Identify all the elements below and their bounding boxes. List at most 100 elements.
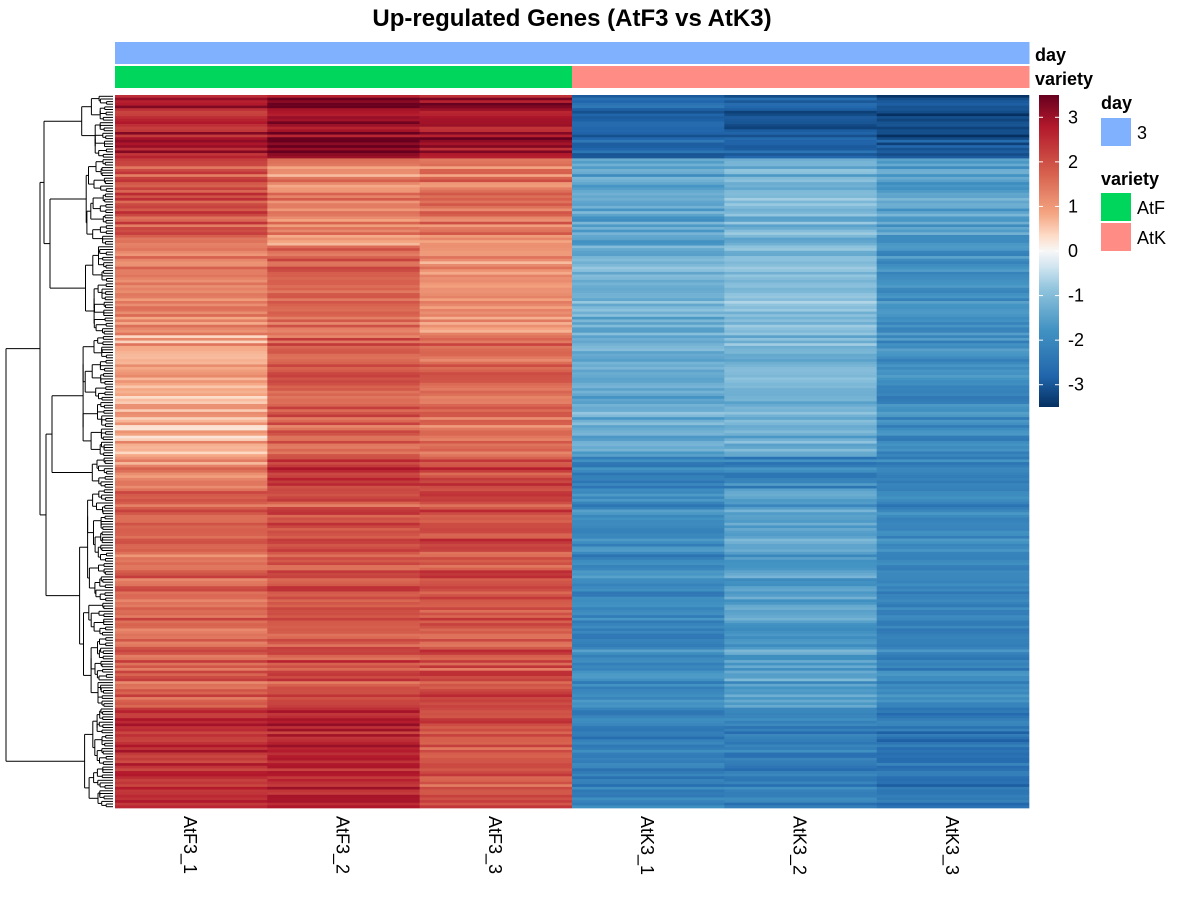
heatmap-cell: [572, 256, 725, 260]
heatmap-cell: [724, 256, 877, 260]
heatmap-cell: [572, 652, 725, 656]
heatmap-cell: [876, 509, 1030, 513]
heatmap-cell: [572, 197, 725, 201]
heatmap-cell: [419, 340, 573, 344]
heatmap-cell: [572, 293, 725, 297]
heatmap-cell: [115, 139, 268, 143]
heatmap-cell: [572, 784, 725, 788]
heatmap-cell: [267, 398, 420, 402]
heatmap-cell: [724, 300, 877, 304]
heatmap-cell: [267, 609, 420, 613]
heatmap-cell: [724, 174, 877, 178]
heatmap-cell: [419, 483, 573, 487]
heatmap-cell: [876, 705, 1030, 708]
heatmap-cell: [419, 522, 573, 526]
heatmap-cell: [876, 781, 1030, 785]
heatmap-cell: [876, 755, 1030, 759]
heatmap-cell: [115, 285, 268, 289]
heatmap-cell: [115, 274, 268, 278]
heatmap-cell: [724, 525, 877, 529]
heatmap-cell: [419, 496, 573, 500]
heatmap-cell: [572, 565, 725, 569]
heatmap-cell: [876, 707, 1030, 711]
heatmap-cell: [115, 689, 268, 693]
heatmap-cell: [267, 113, 420, 117]
heatmap-cell: [419, 673, 573, 677]
heatmap-cell: [419, 261, 573, 265]
heatmap-cell: [876, 227, 1030, 231]
heatmap-cell: [419, 723, 573, 727]
heatmap-cell: [876, 660, 1030, 664]
heatmap-cell: [267, 369, 420, 373]
heatmap-cell: [419, 345, 573, 349]
heatmap-cell: [724, 129, 877, 133]
heatmap-cell: [572, 697, 725, 701]
heatmap-cell: [876, 499, 1030, 503]
heatmap-cell: [267, 662, 420, 666]
heatmap-cell: [115, 504, 268, 508]
heatmap-cell: [115, 319, 268, 323]
heatmap-cell: [724, 763, 877, 767]
heatmap-cell: [724, 702, 877, 706]
heatmap-cell: [572, 448, 725, 452]
heatmap-cell: [419, 665, 573, 669]
heatmap-cell: [115, 409, 268, 413]
heatmap-cell: [572, 699, 725, 703]
heatmap-cell: [572, 393, 725, 397]
heatmap-cell: [724, 631, 877, 635]
heatmap-cell: [419, 638, 573, 642]
heatmap-cell: [876, 385, 1030, 389]
heatmap-cell: [267, 409, 420, 413]
heatmap-cell: [572, 538, 725, 542]
heatmap-cell: [267, 506, 420, 510]
heatmap-cell: [115, 625, 268, 629]
heatmap-cell: [572, 462, 725, 466]
heatmap-cell: [876, 784, 1030, 788]
heatmap-cell: [572, 768, 725, 772]
heatmap-cell: [419, 129, 573, 133]
heatmap-cell: [876, 261, 1030, 265]
heatmap-cell: [724, 414, 877, 418]
heatmap-cell: [115, 702, 268, 706]
heatmap-cell: [267, 314, 420, 318]
heatmap-cell: [115, 512, 268, 516]
heatmap-cell: [419, 295, 573, 299]
heatmap-cell: [115, 580, 268, 584]
heatmap-cell: [267, 715, 420, 719]
heatmap-cell: [419, 195, 573, 199]
heatmap-cell: [724, 469, 877, 473]
heatmap-cell: [115, 675, 268, 679]
heatmap-cell: [115, 493, 268, 497]
heatmap-cell: [267, 543, 420, 547]
heatmap-cell: [724, 707, 877, 711]
heatmap-cell: [419, 145, 573, 149]
heatmap-cell: [419, 256, 573, 260]
heatmap-cell: [572, 361, 725, 365]
heatmap-cell: [724, 641, 877, 645]
heatmap-cell: [876, 451, 1030, 455]
heatmap-cell: [724, 139, 877, 143]
heatmap-cell: [876, 763, 1030, 767]
heatmap-cell: [267, 240, 420, 244]
heatmap-cell: [115, 256, 268, 260]
colorbar-tick-label: 2: [1068, 152, 1078, 172]
heatmap-cell: [724, 227, 877, 231]
heatmap-cell: [115, 208, 268, 212]
heatmap-cell: [419, 446, 573, 450]
heatmap-cell: [267, 467, 420, 471]
heatmap-cell: [267, 158, 420, 162]
heatmap-cell: [724, 726, 877, 730]
heatmap-cell: [876, 195, 1030, 199]
annotation-day-cell: [876, 42, 1030, 64]
heatmap-cell: [876, 245, 1030, 249]
heatmap-cell: [724, 602, 877, 606]
heatmap-cell: [876, 776, 1030, 780]
heatmap-cell: [115, 411, 268, 415]
heatmap-cell: [876, 269, 1030, 273]
heatmap-cell: [572, 472, 725, 476]
colorbar-tick-label: 1: [1068, 196, 1078, 216]
heatmap-cell: [572, 195, 725, 199]
heatmap-cell: [724, 607, 877, 611]
heatmap-cell: [572, 335, 725, 339]
heatmap-cell: [267, 322, 420, 326]
